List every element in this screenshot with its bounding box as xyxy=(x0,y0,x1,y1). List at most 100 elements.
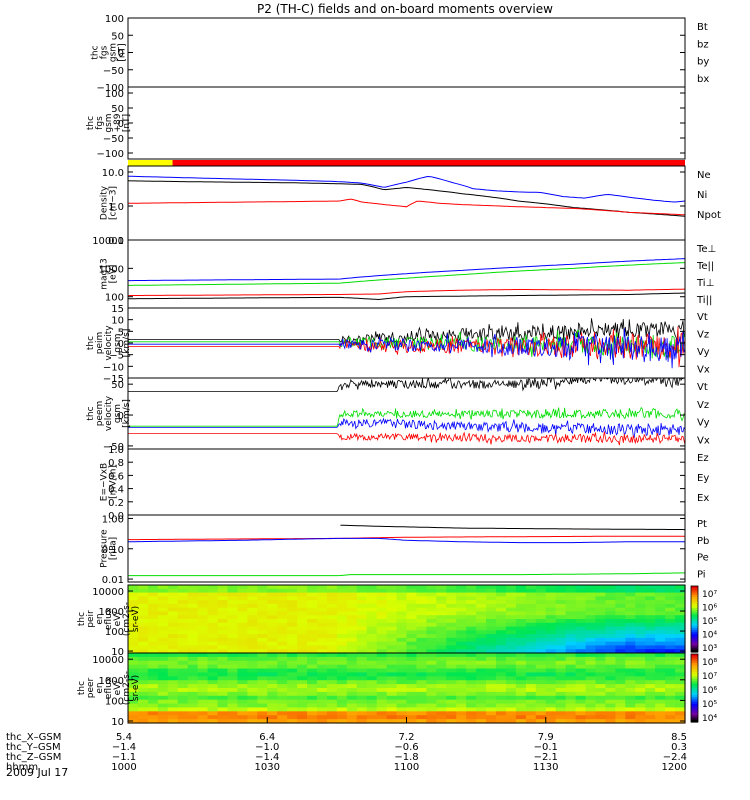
peir-spectrogram-ylabel-line: peir xyxy=(86,610,96,628)
x-row-value: −2.1 xyxy=(534,752,558,763)
density-series-npot xyxy=(128,175,685,203)
x-row-value: −0.1 xyxy=(534,742,558,753)
x-row-value: −1.4 xyxy=(255,752,279,763)
peem-velocity-series-vz xyxy=(128,431,685,446)
e-field-ytick-label: 0.0 xyxy=(108,511,124,522)
x-row-value: 5.4 xyxy=(116,732,132,743)
x-row-label-hhmm: hhmm xyxy=(6,762,38,773)
peem-velocity-series-vy xyxy=(128,406,685,427)
fgs-ytick-label: 50 xyxy=(111,31,124,42)
density-ytick-label: 1.0 xyxy=(108,202,124,213)
peir-spectrogram-colorbar-label: 10⁵ xyxy=(702,617,717,627)
pressure-series-pe xyxy=(128,572,685,577)
density-ylabel-line: [cm−3] xyxy=(109,186,119,220)
fgs-89-ylabel-line: fgs xyxy=(95,116,105,130)
fgs-ytick-label: −100 xyxy=(97,83,124,94)
e-field-ylabel-line: E=−VxB xyxy=(100,463,110,501)
peer-spectrogram-ylabel-line: eflux xyxy=(104,676,114,699)
fgs-89-ytick-label: 0 xyxy=(118,119,124,130)
fgs-89-ylabel-line: gsm xyxy=(104,113,114,132)
peer-spectrogram-ylabel-line: thc xyxy=(77,681,87,695)
fgs-legend-bz: bz xyxy=(697,39,709,50)
peir-spectrogram-colorbar-label: 10⁷ xyxy=(702,590,717,600)
peim-velocity-ylabel-line: [km/s] xyxy=(122,329,132,358)
temperature-series-te xyxy=(128,292,685,301)
peem-velocity-ylabel-line: gsm xyxy=(113,404,123,423)
peim-velocity-legend-vt: Vt xyxy=(697,312,708,323)
mode-bar-segment xyxy=(172,160,685,166)
x-row-value: 0.3 xyxy=(671,742,687,753)
pressure-legend-pb: Pb xyxy=(697,536,709,547)
temperature-legend-ti: Ti⊥ xyxy=(696,278,714,289)
e-field-ytick-label: 0.4 xyxy=(108,485,124,496)
peem-velocity-legend-vy: Vy xyxy=(697,418,710,429)
peer-spectrogram-colorbar-label: 10⁷ xyxy=(702,672,717,682)
density-ylabel-line: Density xyxy=(100,185,110,220)
e-field-ytick-label: 0.2 xyxy=(108,498,124,509)
peim-velocity-ytick-label: 10 xyxy=(111,316,124,327)
e-field-legend-ez: Ez xyxy=(697,453,709,464)
peem-velocity-legend-vx: Vx xyxy=(697,435,710,446)
x-row-value: 8.5 xyxy=(671,732,687,743)
x-row-value: 1030 xyxy=(255,762,280,773)
fgs-89-ylabel-line: +89 xyxy=(113,113,123,132)
peir-spectrogram-ytick-label: 10 xyxy=(111,647,124,658)
peer-spectrogram-ytick-label: 10000 xyxy=(92,655,124,666)
peer-spectrogram-ylabel-line: peer xyxy=(86,677,96,698)
pressure-series-pi xyxy=(128,537,685,544)
peer-spectrogram-colorbar-label: 10⁸ xyxy=(702,658,717,668)
temperature-legend-te: Te⊥ xyxy=(696,244,716,255)
fgs-89-ytick-label: −50 xyxy=(103,134,124,145)
peir-spectrogram-ylabel-line: en xyxy=(95,613,105,624)
peim-velocity-ylabel-line: velocity xyxy=(104,325,114,361)
fgs-legend-by: by xyxy=(697,57,709,68)
peem-velocity-ytick-label: 50 xyxy=(111,380,124,391)
x-row-value: 1000 xyxy=(111,762,136,773)
pressure-legend-pi: Pi xyxy=(697,569,706,580)
x-row-value: 1130 xyxy=(533,762,558,773)
peem-velocity-ylabel-line: [km/s] xyxy=(122,399,132,428)
fgs-89-ytick-label: −100 xyxy=(97,149,124,160)
density-legend-npot: Npot xyxy=(697,210,721,221)
fgs-89-ylabel-line: thc xyxy=(86,116,96,130)
x-row-label-thc-x-gsm: thc_X–GSM xyxy=(6,732,61,743)
peim-velocity-ytick-label: −10 xyxy=(103,362,124,373)
peir-spectrogram-heatmap xyxy=(128,585,686,654)
fgs-89-ytick-label: 50 xyxy=(111,104,124,115)
x-row-value: 7.9 xyxy=(538,732,554,743)
x-row-value: 1200 xyxy=(662,762,687,773)
density-legend-ne: Ne xyxy=(697,170,711,181)
pressure-ytick-label: 0.01 xyxy=(102,575,124,586)
peim-velocity-series-vz xyxy=(128,326,685,368)
temperature-ytick-label: 100 xyxy=(105,293,124,304)
peer-spectrogram-heatmap xyxy=(128,653,686,724)
fgs-ylabel-line: fgs xyxy=(100,45,110,59)
peim-velocity-ylabel-line: thc xyxy=(86,336,96,350)
fgs-89-ytick-label: 100 xyxy=(105,89,124,100)
peem-velocity-ylabel-line: thc xyxy=(86,406,96,420)
peer-spectrogram-ylabel-line: en xyxy=(95,682,105,693)
figure-title: P2 (TH-C) fields and on-board moments ov… xyxy=(257,2,553,16)
peir-spectrogram-ylabel-line: (cm2-s- xyxy=(122,602,132,636)
peim-velocity-legend-vz: Vz xyxy=(697,330,709,341)
peer-spectrogram-colorbar-label: 10⁵ xyxy=(702,700,717,710)
peer-spectrogram-ylabel-line: sr-eV) xyxy=(131,675,141,701)
x-row-value: 1100 xyxy=(394,762,419,773)
pressure-series-pb xyxy=(128,535,685,541)
peim-velocity-ytick-label: 15 xyxy=(111,304,124,315)
peer-spectrogram-ytick-label: 1000 xyxy=(99,676,124,687)
peem-velocity-ytick-label: 0 xyxy=(118,411,124,422)
peer-spectrogram-colorbar-label: 10⁶ xyxy=(702,686,717,696)
x-row-label-thc-z-gsm: thc_Z–GSM xyxy=(6,752,61,763)
temperature-series-ti xyxy=(128,258,685,282)
e-field-ylabel-line: [mV/m] xyxy=(109,465,119,499)
temperature-ytick-label: 1000 xyxy=(99,264,124,275)
fgs-legend-bt: Bt xyxy=(697,22,708,33)
e-field-legend-ex: Ex xyxy=(697,493,709,504)
peir-spectrogram-colorbar-label: 10³ xyxy=(702,644,717,654)
mode-bar-segment xyxy=(128,160,173,166)
peim-velocity-ytick-label: −15 xyxy=(103,374,124,385)
peir-spectrogram-colorbar: 10⁷ 10⁶ 10⁵ 10⁴ 10³ xyxy=(690,585,717,654)
x-row-value: −1.0 xyxy=(255,742,279,753)
